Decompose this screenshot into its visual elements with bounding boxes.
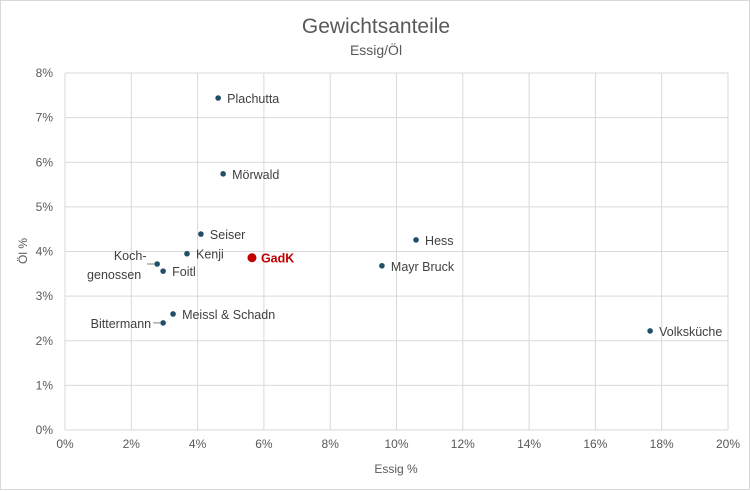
y-tick-label: 2%: [36, 334, 54, 348]
data-point: [154, 261, 160, 267]
x-axis-label: Essig %: [374, 462, 418, 476]
y-tick-label: 1%: [36, 378, 54, 392]
y-tick-label: 4%: [36, 245, 54, 259]
data-point: [184, 250, 190, 257]
x-tick-label: 16%: [583, 437, 607, 451]
data-point: [198, 231, 204, 237]
data-label: Mayr Bruck: [391, 260, 455, 274]
data-point: [215, 95, 221, 101]
y-tick-label: 3%: [36, 289, 54, 303]
data-label: Kenji: [196, 248, 224, 262]
data-point: [413, 237, 419, 243]
x-tick-label: 14%: [517, 437, 541, 451]
data-label: Hess: [425, 234, 453, 248]
x-tick-label: 2%: [123, 437, 141, 451]
data-point: [170, 311, 176, 317]
x-tick-label: 4%: [189, 437, 207, 451]
data-label: Koch-: [114, 249, 147, 263]
data-label: Seiser: [210, 228, 245, 242]
x-tick-label: 0%: [56, 437, 74, 451]
x-tick-label: 8%: [322, 437, 340, 451]
y-tick-label: 8%: [36, 66, 54, 80]
data-point: [160, 268, 166, 274]
data-label: Bittermann: [91, 317, 151, 331]
y-tick-label: 6%: [36, 155, 54, 169]
data-point: [220, 171, 226, 177]
x-tick-label: 6%: [255, 437, 273, 451]
chart-subtitle: Essig/Öl: [350, 41, 402, 58]
x-tick-label: 10%: [384, 437, 408, 451]
x-tick-label: 18%: [650, 437, 674, 451]
data-point: [379, 262, 385, 269]
data-label: GadK: [261, 252, 294, 266]
y-tick-label: 0%: [36, 423, 54, 437]
data-point: [647, 328, 653, 334]
data-label: Volksküche: [659, 325, 722, 339]
data-label: Mörwald: [232, 168, 279, 182]
y-tick-label: 5%: [36, 200, 54, 214]
y-axis-label: Öl %: [16, 238, 30, 264]
y-tick-label: 7%: [36, 111, 54, 125]
data-point: [160, 320, 166, 326]
x-tick-label: 20%: [716, 437, 740, 451]
x-tick-label: 12%: [451, 437, 475, 451]
data-label: Plachutta: [227, 92, 279, 106]
data-label: genossen: [87, 268, 141, 282]
chart-title: Gewichtsanteile: [302, 15, 450, 38]
data-point: [247, 253, 257, 263]
data-label: Meissl & Schadn: [182, 308, 275, 322]
data-label: Foitl: [172, 265, 196, 279]
